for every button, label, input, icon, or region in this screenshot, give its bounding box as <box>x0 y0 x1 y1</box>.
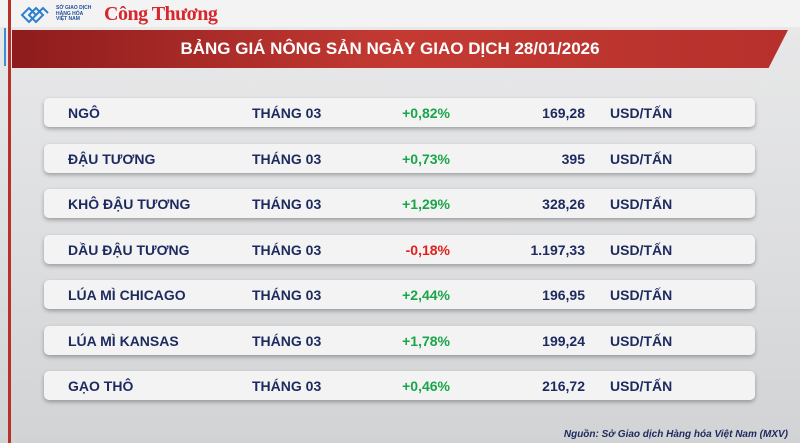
top-bar <box>0 0 800 27</box>
title-banner: BẢNG GIÁ NÔNG SẢN NGÀY GIAO DỊCH 28/01/2… <box>12 30 788 68</box>
table-row: DẦU ĐẬU TƯƠNG THÁNG 03 -0,18% 1.197,33 U… <box>44 234 755 264</box>
price-change: +1,78% <box>402 332 450 349</box>
commodity-name: LÚA MÌ KANSAS <box>68 332 179 349</box>
price-change: +1,29% <box>402 196 450 212</box>
price-unit: USD/TẤN <box>610 378 673 394</box>
table-row: NGÔ THÁNG 03 +0,82% 169,28 USD/TẤN <box>44 98 755 127</box>
contract-month: THÁNG 03 <box>252 287 322 303</box>
price-value: 216,72 <box>542 378 585 394</box>
table-row: ĐẬU TƯƠNG THÁNG 03 +0,73% 395 USD/TẤN <box>44 143 755 173</box>
contract-month: THÁNG 03 <box>252 332 322 349</box>
table-row: LÚA MÌ KANSAS THÁNG 03 +1,78% 199,24 USD… <box>44 325 755 355</box>
contract-month: THÁNG 03 <box>252 105 322 121</box>
contract-month: THÁNG 03 <box>252 241 322 258</box>
price-value: 1.197,33 <box>530 241 586 258</box>
price-change: +0,73% <box>402 150 450 167</box>
price-value: 328,26 <box>542 196 585 212</box>
commodity-name: KHÔ ĐẬU TƯƠNG <box>68 196 191 212</box>
commodity-name: ĐẬU TƯƠNG <box>68 150 156 167</box>
contract-month: THÁNG 03 <box>252 378 322 394</box>
left-accent-line <box>8 0 11 443</box>
price-change: +0,46% <box>402 378 450 394</box>
source-note: Nguồn: Sở Giao dịch Hàng hóa Việt Nam (M… <box>563 429 788 440</box>
price-value: 199,24 <box>542 332 585 349</box>
commodity-name: NGÔ <box>68 105 100 121</box>
left-accent-line-blue <box>4 28 6 66</box>
contract-month: THÁNG 03 <box>252 196 322 212</box>
table-row: LÚA MÌ CHICAGO THÁNG 03 +2,44% 196,95 US… <box>44 280 755 309</box>
table-row: GẠO THÔ THÁNG 03 +0,46% 216,72 USD/TẤN <box>44 371 755 400</box>
commodity-name: DẦU ĐẬU TƯƠNG <box>68 241 190 258</box>
contract-month: THÁNG 03 <box>252 150 322 167</box>
price-change: -0,18% <box>405 241 450 258</box>
price-unit: USD/TẤN <box>610 287 673 303</box>
price-change: +2,44% <box>402 287 450 303</box>
page-title: BẢNG GIÁ NÔNG SẢN NGÀY GIAO DỊCH 28/01/2… <box>180 39 600 58</box>
mxv-logo-icon <box>20 6 49 23</box>
price-unit: USD/TẤN <box>610 105 673 121</box>
org-logo-text: SỞ GIAO DỊCH HÀNG HÓA VIỆT NAM <box>56 5 92 23</box>
price-value: 196,95 <box>542 287 585 303</box>
price-value: 169,28 <box>542 105 585 121</box>
price-unit: USD/TẤN <box>610 196 673 212</box>
price-unit: USD/TẤN <box>610 150 673 167</box>
logo: SỞ GIAO DỊCH HÀNG HÓA VIỆT NAM Công Thươ… <box>20 3 218 26</box>
brand-logo: Công Thương <box>104 3 218 25</box>
commodity-name: GẠO THÔ <box>68 378 134 394</box>
price-unit: USD/TẤN <box>610 332 673 349</box>
price-unit: USD/TẤN <box>610 241 673 258</box>
commodity-name: LÚA MÌ CHICAGO <box>68 287 186 303</box>
table-row: KHÔ ĐẬU TƯƠNG THÁNG 03 +1,29% 328,26 USD… <box>44 189 755 218</box>
price-change: +0,82% <box>402 105 450 121</box>
price-value: 395 <box>561 150 585 167</box>
